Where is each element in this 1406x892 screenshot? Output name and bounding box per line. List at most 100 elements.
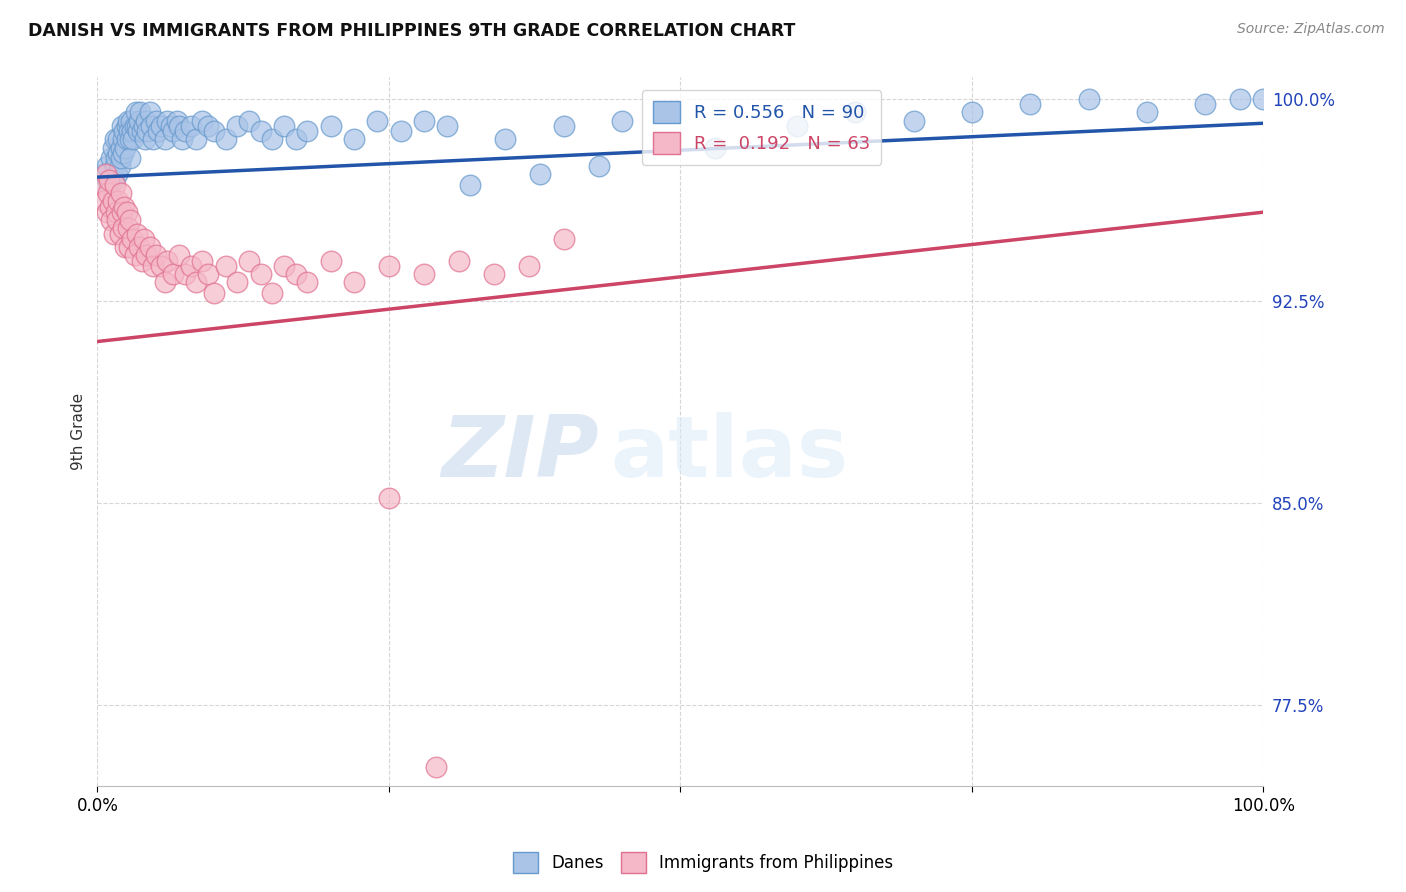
- Point: [115, 205, 138, 219]
- Point: [100, 213, 122, 227]
- Point: [127, 124, 149, 138]
- Point: [167, 248, 190, 262]
- Point: [104, 160, 127, 174]
- Point: [124, 248, 146, 262]
- Point: [162, 267, 184, 281]
- Point: [105, 168, 128, 182]
- Point: [118, 124, 141, 138]
- Legend: R = 0.556   N = 90, R =  0.192   N = 63: R = 0.556 N = 90, R = 0.192 N = 63: [641, 90, 882, 165]
- Point: [110, 140, 132, 154]
- Point: [132, 119, 155, 133]
- Point: [118, 213, 141, 227]
- Point: [297, 124, 319, 138]
- Point: [136, 124, 159, 138]
- Point: [93, 194, 115, 209]
- Point: [134, 132, 156, 146]
- Point: [610, 113, 633, 128]
- Point: [114, 140, 136, 154]
- Point: [131, 253, 153, 268]
- Point: [131, 124, 153, 138]
- Point: [96, 205, 118, 219]
- Point: [103, 173, 125, 187]
- Point: [960, 105, 983, 120]
- Point: [343, 275, 366, 289]
- Point: [1136, 105, 1159, 120]
- Point: [132, 232, 155, 246]
- Point: [1077, 92, 1099, 106]
- Point: [786, 119, 808, 133]
- Point: [98, 173, 121, 187]
- Point: [553, 232, 575, 246]
- Point: [389, 124, 412, 138]
- Point: [112, 200, 135, 214]
- Point: [553, 119, 575, 133]
- Point: [704, 140, 727, 154]
- Point: [111, 145, 134, 160]
- Point: [378, 259, 401, 273]
- Point: [110, 186, 132, 201]
- Point: [173, 124, 195, 138]
- Point: [124, 119, 146, 133]
- Text: Source: ZipAtlas.com: Source: ZipAtlas.com: [1237, 22, 1385, 37]
- Point: [111, 119, 134, 133]
- Point: [172, 132, 194, 146]
- Point: [226, 275, 249, 289]
- Point: [142, 259, 165, 273]
- Point: [284, 267, 307, 281]
- Point: [249, 267, 271, 281]
- Point: [412, 113, 434, 128]
- Point: [128, 113, 150, 128]
- Point: [436, 119, 458, 133]
- Point: [111, 205, 134, 219]
- Point: [108, 160, 131, 174]
- Point: [425, 760, 447, 774]
- Point: [129, 105, 152, 120]
- Point: [197, 267, 219, 281]
- Point: [115, 119, 138, 133]
- Point: [1019, 97, 1042, 112]
- Point: [115, 132, 138, 146]
- Point: [180, 259, 202, 273]
- Point: [1253, 92, 1275, 106]
- Legend: Danes, Immigrants from Philippines: Danes, Immigrants from Philippines: [506, 846, 900, 880]
- Point: [249, 124, 271, 138]
- Point: [517, 259, 540, 273]
- Point: [121, 124, 143, 138]
- Point: [150, 259, 173, 273]
- Point: [150, 119, 173, 133]
- Point: [105, 151, 128, 165]
- Point: [214, 259, 236, 273]
- Point: [125, 227, 148, 241]
- Point: [166, 113, 188, 128]
- Point: [378, 491, 401, 505]
- Point: [111, 132, 134, 146]
- Point: [122, 132, 145, 146]
- Point: [139, 105, 162, 120]
- Point: [118, 151, 141, 165]
- Point: [460, 178, 482, 193]
- Point: [110, 151, 132, 165]
- Point: [297, 275, 319, 289]
- Point: [118, 240, 141, 254]
- Point: [529, 168, 551, 182]
- Point: [117, 113, 139, 128]
- Point: [482, 267, 505, 281]
- Point: [103, 227, 125, 241]
- Point: [125, 119, 148, 133]
- Point: [447, 253, 470, 268]
- Point: [114, 240, 136, 254]
- Point: [262, 285, 284, 300]
- Point: [173, 267, 195, 281]
- Point: [108, 227, 131, 241]
- Point: [202, 285, 225, 300]
- Point: [273, 259, 295, 273]
- Point: [186, 132, 208, 146]
- Point: [156, 253, 179, 268]
- Point: [105, 213, 128, 227]
- Point: [98, 200, 121, 214]
- Point: [153, 132, 176, 146]
- Point: [139, 240, 162, 254]
- Point: [153, 275, 176, 289]
- Point: [844, 105, 866, 120]
- Text: atlas: atlas: [610, 411, 849, 494]
